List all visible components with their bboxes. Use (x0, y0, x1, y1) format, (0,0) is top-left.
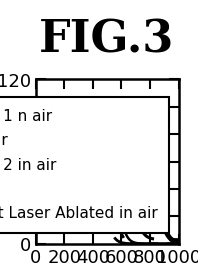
Cabot in air (95, 108, 98, 112)
EKO MNTS 2 in air (89, 103, 91, 107)
Cabot in air (174, 242, 177, 245)
EKO MNTS 1 n air (89, 117, 91, 120)
EKO MNTS 1 n air (95, 141, 98, 144)
CNI A Treat Laser Ablated in air (89, 107, 91, 111)
EKO MNTS 1 n air (177, 242, 179, 245)
EKO MNTS 1 n air (51, 107, 53, 110)
EKO MNTS 2 in air (177, 241, 179, 244)
Legend: EKO MNTS 1 n air, Cabot in air, EKO MNTS 2 in air, P-III in air, CNI A Treat Las: EKO MNTS 1 n air, Cabot in air, EKO MNTS… (0, 97, 169, 233)
EKO MNTS 2 in air (59, 103, 62, 107)
EKO MNTS 1 n air (59, 107, 62, 111)
Text: FIG.3: FIG.3 (39, 19, 174, 61)
CNI A Treat Laser Ablated in air (174, 238, 177, 241)
EKO MNTS 2 in air (34, 103, 37, 106)
EKO MNTS 2 in air (95, 103, 98, 107)
EKO MNTS 1 n air (159, 242, 161, 245)
P-III in air (51, 107, 53, 110)
Line: P-III in air: P-III in air (36, 107, 178, 244)
P-III in air (95, 111, 98, 114)
P-III in air (174, 242, 177, 245)
Line: EKO MNTS 2 in air: EKO MNTS 2 in air (36, 104, 178, 243)
CNI A Treat Laser Ablated in air (159, 238, 161, 241)
P-III in air (34, 105, 37, 108)
EKO MNTS 2 in air (159, 210, 161, 214)
Line: Cabot in air: Cabot in air (36, 107, 178, 244)
P-III in air (59, 107, 62, 111)
CNI A Treat Laser Ablated in air (177, 238, 179, 241)
P-III in air (159, 242, 161, 245)
EKO MNTS 1 n air (34, 105, 37, 108)
Cabot in air (51, 107, 53, 110)
Line: CNI A Treat Laser Ablated in air: CNI A Treat Laser Ablated in air (36, 107, 178, 240)
P-III in air (177, 242, 179, 245)
P-III in air (89, 108, 91, 111)
Cabot in air (159, 242, 161, 245)
CNI A Treat Laser Ablated in air (95, 107, 98, 111)
Cabot in air (34, 105, 37, 108)
EKO MNTS 2 in air (51, 103, 53, 106)
Cabot in air (59, 107, 62, 111)
EKO MNTS 2 in air (174, 240, 177, 244)
CNI A Treat Laser Ablated in air (59, 107, 62, 111)
Cabot in air (177, 242, 179, 245)
Cabot in air (89, 108, 91, 111)
Line: EKO MNTS 1 n air: EKO MNTS 1 n air (36, 107, 178, 244)
CNI A Treat Laser Ablated in air (34, 105, 37, 108)
CNI A Treat Laser Ablated in air (51, 107, 53, 110)
EKO MNTS 1 n air (174, 242, 177, 245)
